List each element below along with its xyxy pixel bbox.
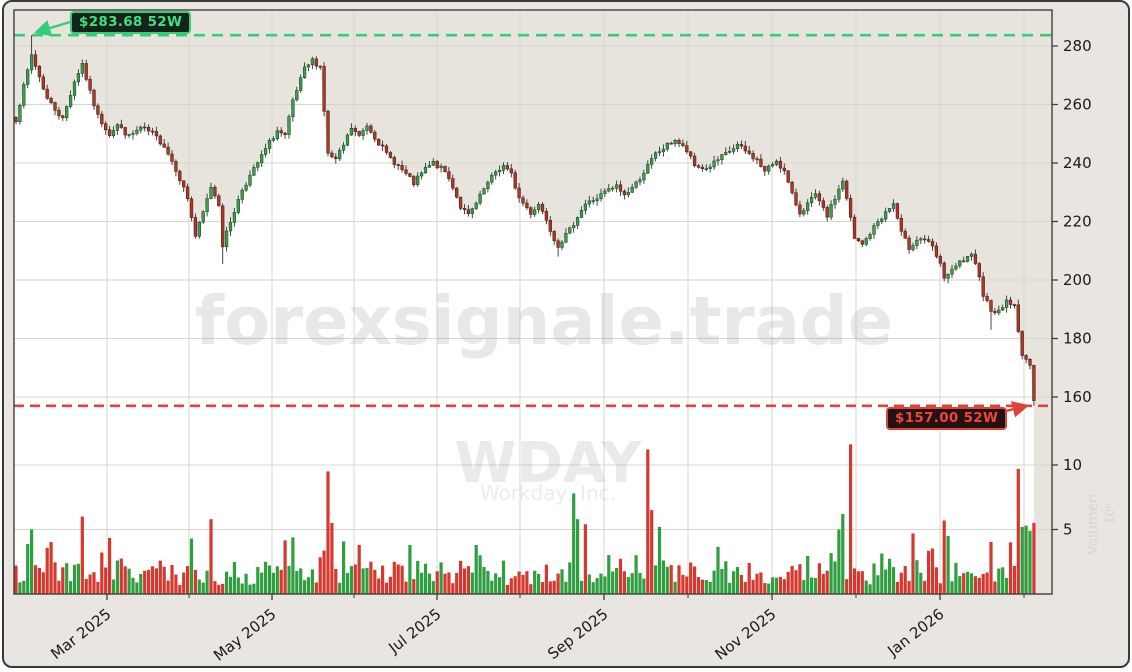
plot-frame	[13, 9, 1053, 595]
candlestick-chart: forexsignale.trade WDAY Workday, Inc. 28…	[13, 9, 1117, 665]
volume-bars	[14, 444, 1036, 594]
date-tick-label: Nov 2025	[711, 605, 779, 664]
price-tick-label: 240	[1063, 154, 1092, 172]
volume-tick-label: 10	[1063, 456, 1082, 474]
price-tick-label: 160	[1063, 388, 1092, 406]
axis-ticks	[106, 45, 1058, 600]
watermark-brand: forexsignale.trade	[195, 282, 893, 360]
gridlines	[14, 10, 1052, 594]
volume-axis-exponent: 10⁶	[1103, 504, 1117, 524]
price-tick-label: 180	[1063, 330, 1092, 348]
price-tick-label: 260	[1063, 96, 1092, 114]
price-tick-label: 200	[1063, 271, 1092, 289]
watermark-company: Workday, Inc.	[480, 481, 616, 505]
high-52w-annotation: $283.68 52W	[70, 11, 192, 34]
low-52w-annotation: $157.00 52W	[886, 407, 1008, 430]
volume-tick-label: 5	[1063, 521, 1073, 539]
date-tick-label: May 2025	[210, 605, 279, 665]
candles	[14, 35, 1036, 406]
volume-axis-label: Volumen	[1085, 494, 1101, 555]
date-tick-label: Jan 2026	[884, 605, 948, 660]
high-annotation-arrow	[33, 20, 71, 37]
price-tick-label: 280	[1063, 37, 1092, 55]
watermark-symbol: WDAY	[455, 431, 643, 496]
price-area-fill	[14, 54, 1034, 594]
price-tick-label: 220	[1063, 213, 1092, 231]
reference-lines	[14, 33, 1052, 408]
date-tick-label: Mar 2025	[47, 605, 114, 663]
date-tick-label: Jul 2025	[384, 605, 444, 657]
date-tick-label: Sep 2025	[544, 605, 611, 663]
